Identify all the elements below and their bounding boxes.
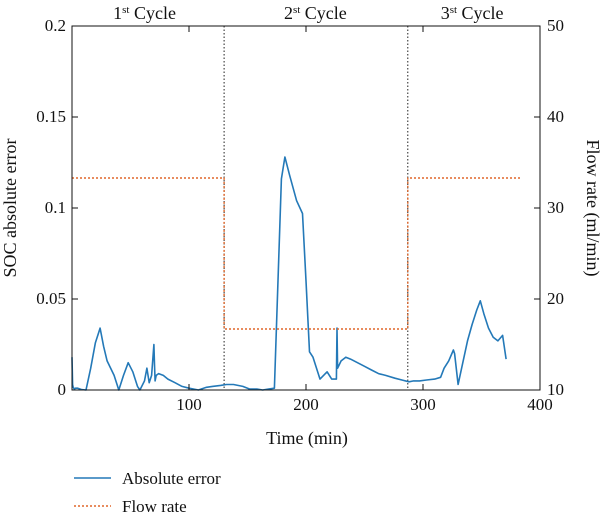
cycle-labels: 1st Cycle 2st Cycle 3st Cycle [113,3,503,23]
y-right-tick-label: 50 [547,16,564,35]
x-tick-label: 300 [410,395,436,414]
x-tick-label: 400 [527,395,553,414]
y-right-tick-label: 10 [547,380,564,399]
y-left-tick-label: 0.2 [45,16,66,35]
y-axis-title-left: SOC absolute error [0,139,20,278]
y-right-tick-label: 30 [547,198,564,217]
tick-labels: 100 200 300 400 0 0.05 0.1 0.15 0.2 10 20 30 40 50 [36,16,564,414]
legend: Absolute error Flow rate [74,469,221,516]
x-tick-label: 100 [176,395,202,414]
cycle-label-2: 2st Cycle [284,3,347,23]
series-line-absolute-error [71,156,507,391]
cycle-label-3: 3st Cycle [441,3,504,23]
x-axis-title: Time (min) [266,428,348,449]
x-tick-label: 200 [293,395,319,414]
y-axis-title-right: Flow rate (ml/min) [582,140,600,277]
y-left-tick-label: 0.05 [36,289,66,308]
y-left-tick-label: 0 [58,380,67,399]
y-right-tick-label: 20 [547,289,564,308]
cycle-label-1: 1st Cycle [113,3,176,23]
plot-axes [71,25,541,391]
series-line-flow-rate [72,177,521,330]
plot-series [71,156,521,391]
legend-label-flow-rate: Flow rate [122,497,187,514]
y-left-tick-label: 0.1 [45,198,66,217]
cycle-dividers [223,26,409,390]
legend-label-absolute-error: Absolute error [122,469,221,488]
y-right-tick-label: 40 [547,107,564,126]
y-left-tick-label: 0.15 [36,107,66,126]
